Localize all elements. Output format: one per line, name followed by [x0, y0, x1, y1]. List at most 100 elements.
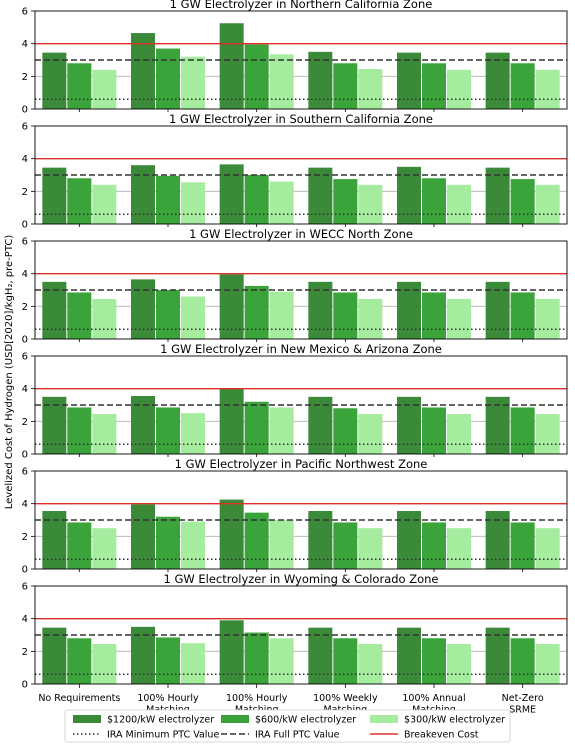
bar-300-5: [447, 643, 471, 684]
bar-1200-6: [485, 52, 510, 109]
panel-title: 1 GW Electrolyzer in Pacific Northwest Z…: [175, 457, 428, 471]
bar-300-4: [358, 68, 383, 109]
bar-1200-2: [131, 279, 155, 339]
bar-600-4: [333, 408, 358, 454]
legend-box: [64, 709, 511, 743]
bar-1200-1: [42, 511, 67, 569]
bar-300-2: [181, 521, 205, 569]
bar-1200-5: [397, 281, 421, 339]
bar-1200-5: [397, 166, 421, 224]
panel-4: 1 GW Electrolyzer in New Mexico & Arizon…: [22, 342, 568, 461]
bar-1200-3: [219, 23, 244, 109]
legend-item-4: IRA Minimum PTC Value: [73, 730, 219, 741]
x-category-label: 100% Hourly: [137, 693, 199, 704]
bar-600-5: [422, 292, 446, 339]
bar-1200-1: [42, 627, 67, 684]
bar-600-2: [156, 407, 180, 454]
panel-frame: [34, 470, 568, 570]
panel-frame: [34, 125, 568, 225]
bar-600-1: [67, 178, 92, 224]
legend: $1200/kW electrolyzer $600/kW electrolyze…: [64, 709, 511, 743]
bar-600-6: [510, 522, 535, 569]
bar-1200-1: [42, 52, 67, 109]
x-category-label: No Requirements: [38, 693, 120, 704]
bar-600-5: [422, 63, 446, 109]
legend-item-2: $600/kW electrolyzer: [221, 715, 356, 726]
bar-300-4: [358, 298, 383, 339]
bar-600-1: [67, 407, 92, 454]
bar-1200-5: [397, 396, 421, 454]
bar-300-3: [269, 638, 294, 684]
panel-3: 1 GW Electrolyzer in WECC North Zone 0 2 4 6: [22, 227, 568, 346]
bar-600-4: [333, 522, 358, 569]
y-axis-label: Levelized Cost of Hydrogen (USD[2020]/kg…: [4, 235, 15, 510]
x-category-label: Net-Zero: [502, 693, 544, 704]
y-tick-label: 2: [22, 532, 28, 543]
legend-label: IRA Full PTC Value: [255, 730, 340, 741]
y-tick-label: 0: [22, 105, 28, 116]
bar-1200-3: [219, 620, 244, 684]
bar-600-3: [244, 285, 269, 339]
bar-600-4: [333, 638, 358, 684]
y-tick-label: 2: [22, 417, 28, 428]
legend-item-3: $300/kW electrolyzer: [370, 715, 505, 726]
bar-600-2: [156, 637, 180, 684]
bar-600-1: [67, 63, 92, 109]
bar-1200-6: [485, 167, 510, 224]
bar-300-5: [447, 69, 471, 109]
y-tick-label: 0: [22, 680, 28, 691]
y-tick-label: 0: [22, 450, 28, 461]
legend-label: IRA Minimum PTC Value: [107, 730, 219, 741]
bar-1200-3: [219, 499, 244, 569]
y-tick-label: 6: [22, 122, 28, 133]
bar-1200-6: [485, 396, 510, 454]
legend-swatch: [221, 715, 249, 723]
bar-1200-4: [308, 627, 333, 684]
bar-1200-2: [131, 33, 155, 109]
y-tick-label: 0: [22, 565, 28, 576]
y-tick-label: 4: [22, 384, 28, 395]
bar-1200-4: [308, 167, 333, 224]
panel-title: 1 GW Electrolyzer in Southern California…: [169, 112, 433, 126]
bar-300-1: [92, 643, 117, 684]
panel-1: 1 GW Electrolyzer in Northern California…: [22, 0, 568, 116]
bar-600-2: [156, 290, 180, 339]
bar-300-3: [269, 407, 294, 454]
y-tick-label: 2: [22, 647, 28, 658]
bar-300-6: [535, 184, 560, 224]
panel-frame: [34, 240, 568, 340]
legend-label: $600/kW electrolyzer: [255, 715, 356, 726]
legend-label: Breakeven Cost: [404, 730, 479, 741]
bar-300-6: [535, 413, 560, 454]
bar-300-3: [269, 54, 294, 109]
bar-300-5: [447, 528, 471, 569]
bar-600-6: [510, 63, 535, 109]
panel-title: 1 GW Electrolyzer in WECC North Zone: [189, 227, 413, 241]
bar-300-3: [269, 181, 294, 224]
bar-600-3: [244, 512, 269, 569]
panel-5: 1 GW Electrolyzer in Pacific Northwest Z…: [22, 457, 568, 576]
bar-1200-2: [131, 504, 155, 569]
bar-600-1: [67, 522, 92, 569]
panel-title: 1 GW Electrolyzer in Wyoming & Colorado …: [163, 572, 438, 586]
panel-title: 1 GW Electrolyzer in Northern California…: [170, 0, 433, 11]
bar-600-2: [156, 516, 180, 569]
bar-300-1: [92, 298, 117, 339]
bar-600-6: [510, 407, 535, 454]
bar-600-3: [244, 632, 269, 684]
y-tick-label: 2: [22, 302, 28, 313]
bar-300-1: [92, 184, 117, 224]
y-tick-label: 6: [22, 237, 28, 248]
bar-600-5: [422, 407, 446, 454]
y-tick-label: 4: [22, 154, 28, 165]
bar-300-4: [358, 643, 383, 684]
bar-300-5: [447, 184, 471, 224]
bar-600-5: [422, 638, 446, 684]
bar-600-6: [510, 179, 535, 224]
bar-600-2: [156, 175, 180, 224]
bar-1200-6: [485, 627, 510, 684]
bar-1200-2: [131, 165, 155, 224]
bar-300-1: [92, 528, 117, 569]
bar-300-6: [535, 298, 560, 339]
